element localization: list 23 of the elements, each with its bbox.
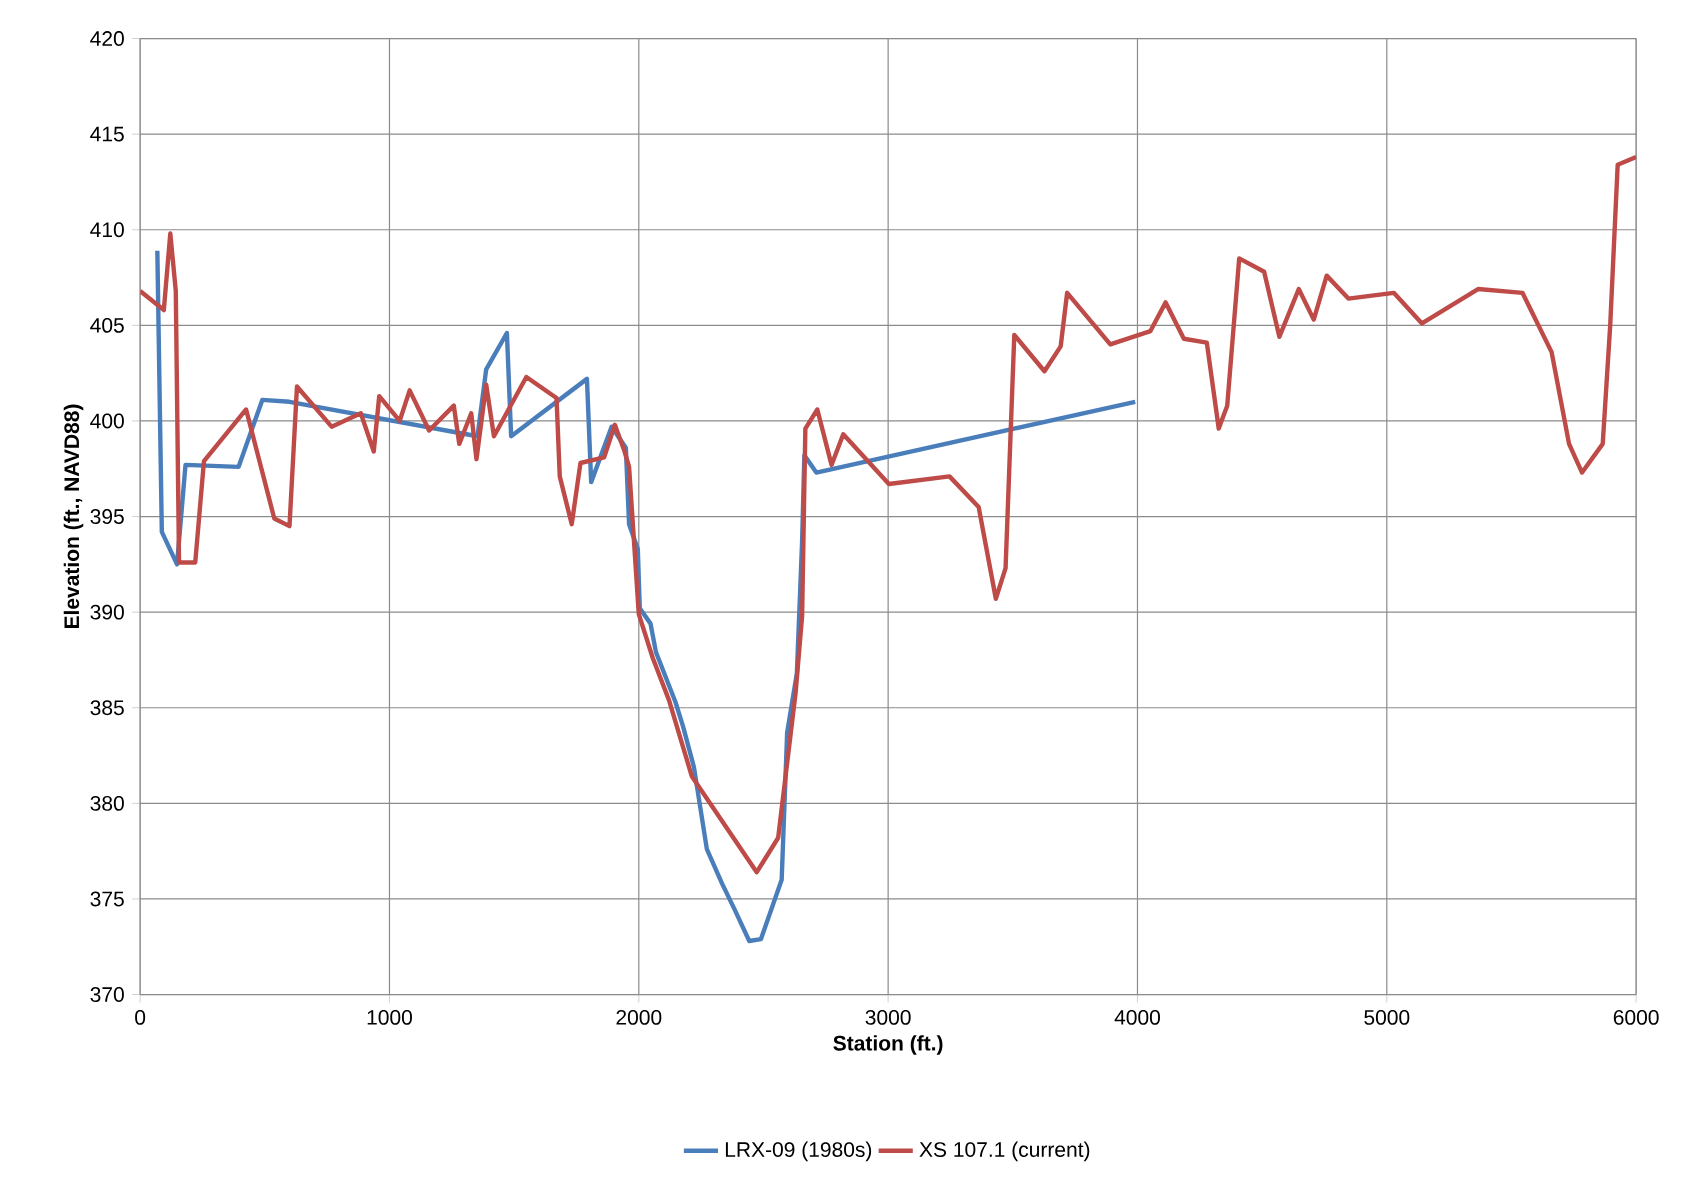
x-tick-label: 3000 bbox=[865, 1009, 911, 1025]
y-tick-label: 375 bbox=[90, 891, 124, 907]
x-tick-label: 5000 bbox=[1364, 1009, 1410, 1025]
legend-label: LRX-09 (1980s) bbox=[725, 1141, 872, 1162]
x-tick-label: 0 bbox=[135, 1009, 146, 1025]
y-tick-label: 395 bbox=[90, 509, 124, 524]
y-tick-label: 410 bbox=[90, 222, 124, 238]
y-tick-label: 415 bbox=[90, 126, 124, 142]
line-series bbox=[140, 154, 1637, 875]
y-tick-label: 400 bbox=[90, 413, 124, 429]
x-tick-label: 2000 bbox=[616, 1009, 662, 1025]
y-tick-label: 370 bbox=[90, 987, 124, 1002]
y-axis-title: Elevation (ft., NAVD88) bbox=[63, 404, 84, 629]
y-tick-label: 420 bbox=[90, 31, 124, 46]
x-tick-label: 1000 bbox=[367, 1009, 412, 1025]
y-tick-label: 405 bbox=[90, 317, 124, 333]
y-tick-label: 385 bbox=[90, 700, 124, 716]
x-axis-title: Station (ft.) bbox=[833, 1035, 943, 1055]
x-tick-label: 6000 bbox=[1613, 1009, 1659, 1025]
y-tick-label: 380 bbox=[90, 795, 124, 811]
legend-label: XS 107.1 (current) bbox=[919, 1141, 1090, 1162]
y-tick-label: 390 bbox=[90, 604, 124, 620]
x-tick-label: 4000 bbox=[1114, 1009, 1160, 1025]
